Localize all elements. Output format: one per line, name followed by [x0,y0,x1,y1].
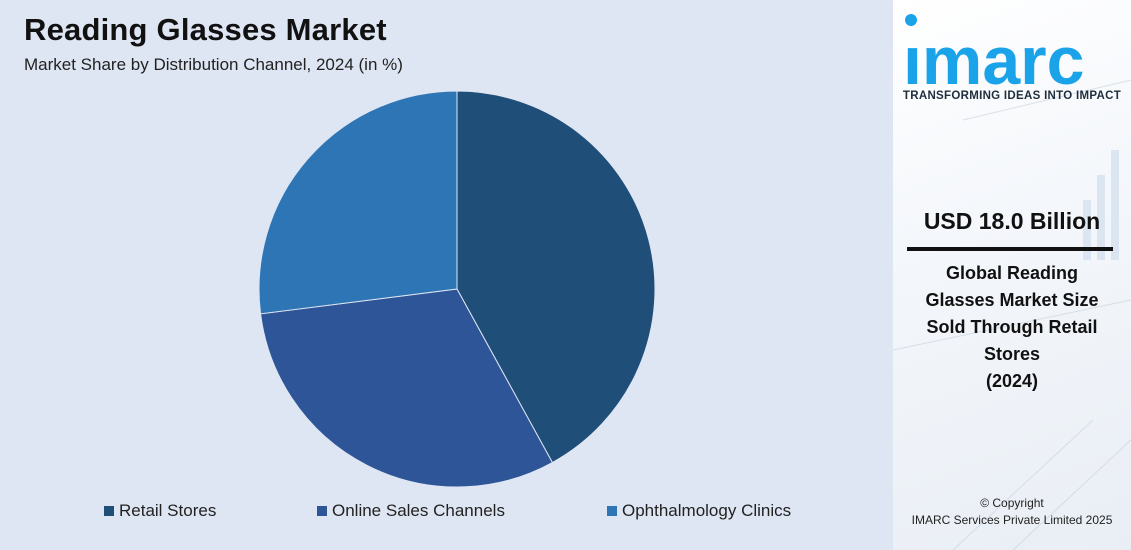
pie-slice-retail-stores [456,90,656,464]
description-line: (2024) [985,371,1039,391]
pie-slice-online-sales-channels [260,288,554,488]
copyright-line: IMARC Services Private Limited 2025 [911,513,1113,527]
value-divider [907,247,1113,251]
side-panel: ımarc TRANSFORMING IDEAS INTO IMPACT USD… [893,0,1131,550]
legend-label: Online Sales Channels [332,501,505,520]
description-line: Sold Through Retail [926,317,1098,337]
imarc-logo: ımarc [903,14,1084,99]
market-description: Global Reading Glasses Market Size Sold … [903,260,1121,395]
logo-text: ımarc [903,23,1084,99]
legend-label: Retail Stores [119,501,217,520]
background-decoration [893,79,1131,550]
legend-item: Online Sales Channels [317,501,505,521]
legend-label: Ophthalmology Clinics [622,501,792,520]
legend-item: Retail Stores [104,501,216,521]
legend-swatch [104,506,114,516]
legend-item: Ophthalmology Clinics [607,501,791,521]
pie-slice-ophthalmology-clinics [258,90,458,315]
chart-panel: Reading Glasses Market Market Share by D… [0,0,893,550]
logo-tagline: TRANSFORMING IDEAS INTO IMPACT [902,90,1122,102]
pie-chart [258,90,656,488]
description-line: Stores [983,344,1041,364]
legend-swatch [607,506,617,516]
copyright: © Copyright IMARC Services Private Limit… [893,495,1131,529]
market-value: USD 18.0 Billion [923,208,1101,234]
description-line: Global Reading [945,263,1078,283]
legend-swatch [317,506,327,516]
chart-subtitle: Market Share by Distribution Channel, 20… [24,55,403,74]
chart-legend: Retail Stores Online Sales Channels Ophtha… [0,501,893,523]
copyright-line: © Copyright [980,496,1044,510]
chart-title: Reading Glasses Market [24,12,387,47]
description-line: Glasses Market Size [925,290,1099,310]
